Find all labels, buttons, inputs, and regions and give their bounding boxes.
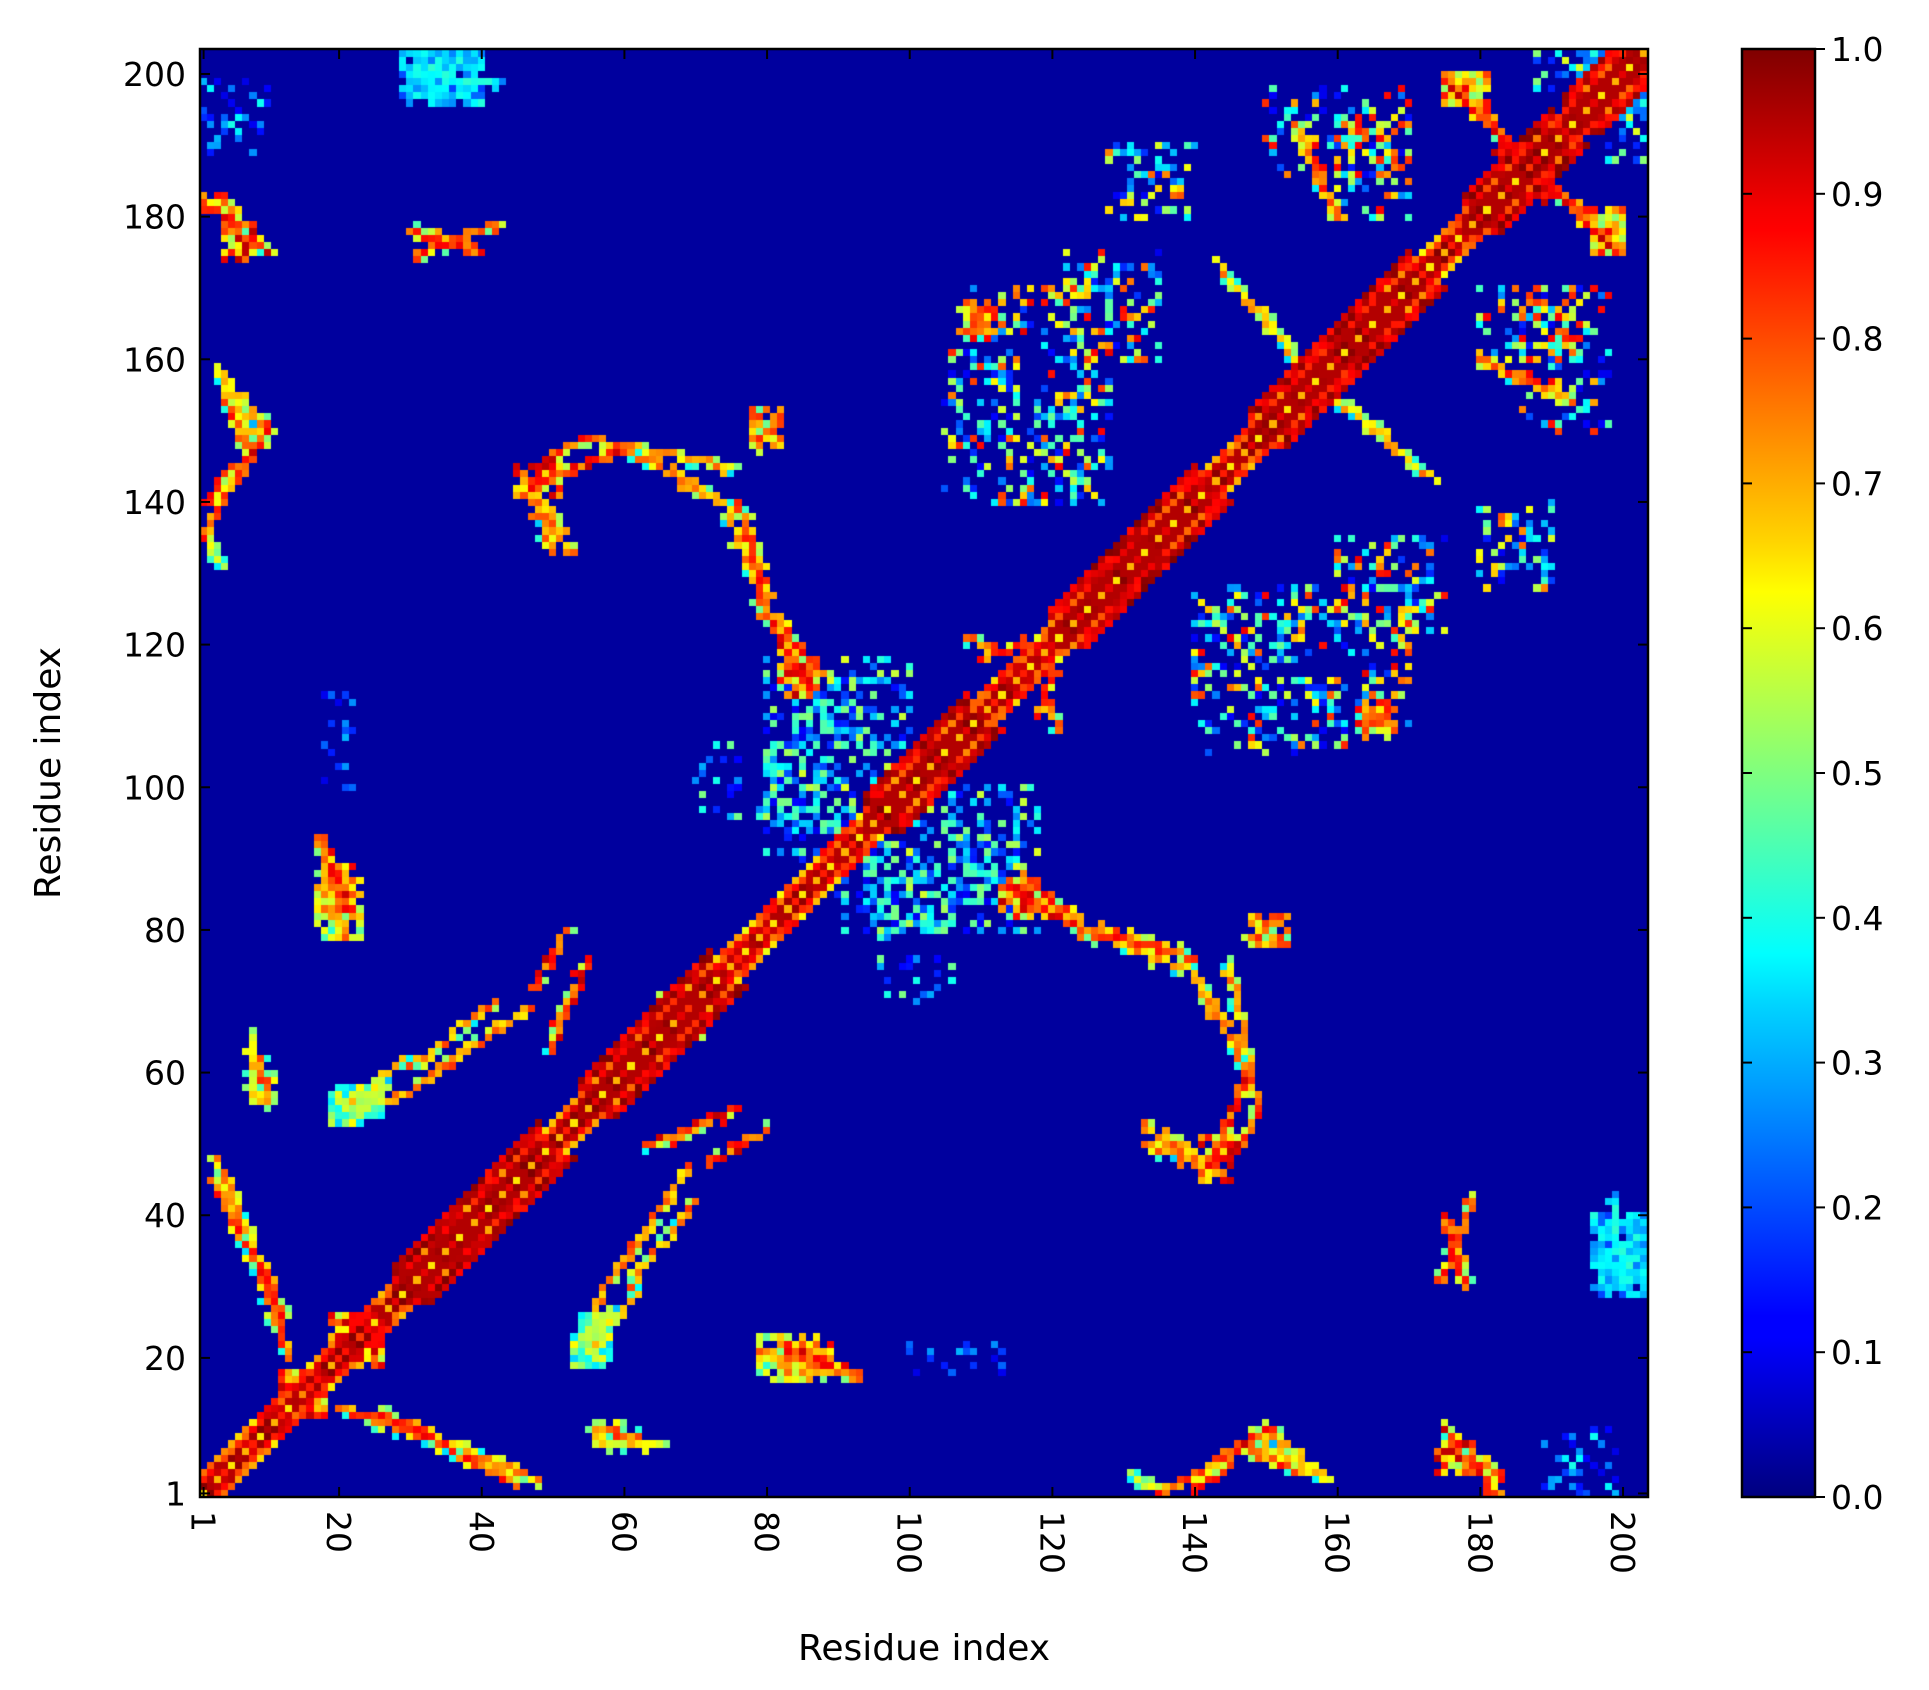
- colorbar-tick-label: 0.7: [1831, 464, 1883, 503]
- y-tick-label: 60: [144, 1054, 186, 1093]
- y-tick-label: 1: [165, 1474, 186, 1513]
- y-tick-label: 160: [123, 340, 186, 379]
- x-tick-label: 180: [1460, 1511, 1499, 1574]
- x-axis-ticks: 1 20 40 60 80 100 120 140 160 180 200: [184, 49, 1642, 1574]
- x-tick-label: 20: [319, 1511, 358, 1553]
- y-tick-label: 140: [123, 483, 186, 522]
- y-axis-label: Residue index: [28, 647, 69, 899]
- y-tick-label: 80: [144, 911, 186, 950]
- x-tick-label: 60: [604, 1511, 643, 1553]
- x-axis-label: Residue index: [798, 1628, 1050, 1669]
- colorbar-tick-label: 0.5: [1831, 754, 1883, 793]
- y-tick-label: 200: [123, 55, 186, 94]
- colorbar-gradient: [1740, 47, 1817, 1499]
- x-tick-label: 200: [1603, 1511, 1642, 1574]
- y-tick-label: 40: [144, 1196, 186, 1235]
- colorbar-tick-label: 0.4: [1831, 899, 1883, 938]
- x-tick-label: 1: [184, 1511, 223, 1532]
- heatmap-image: [200, 49, 1648, 1497]
- x-tick-label: 120: [1032, 1511, 1071, 1574]
- colorbar-tick-label: 0.3: [1831, 1044, 1883, 1083]
- x-tick-label: 140: [1175, 1511, 1214, 1574]
- heatmap-plot-area: [198, 47, 1650, 1499]
- x-tick-label: 160: [1318, 1511, 1357, 1574]
- colorbar-tick-label: 0.2: [1831, 1188, 1883, 1227]
- x-tick-label: 40: [462, 1511, 501, 1553]
- colorbar-tick-label: 0.6: [1831, 609, 1883, 648]
- colorbar-tick-label: 0.8: [1831, 320, 1883, 359]
- plot-frame: [198, 47, 1650, 1499]
- x-tick-label: 80: [747, 1511, 786, 1553]
- y-tick-label: 120: [123, 626, 186, 665]
- y-tick-label: 20: [144, 1339, 186, 1378]
- colorbar-ticks: 0.0 0.1 0.2 0.3 0.4 0.5 0.6 0.7 0.8 0.9 1.0: [1742, 30, 1883, 1517]
- colorbar-tick-label: 1.0: [1831, 30, 1883, 69]
- colorbar-tick-label: 0.1: [1831, 1333, 1883, 1372]
- colorbar-tick-label: 0.9: [1831, 175, 1883, 214]
- y-tick-label: 180: [123, 198, 186, 237]
- colorbar: 0.0 0.1 0.2 0.3 0.4 0.5 0.6 0.7 0.8 0.9 1.0: [1740, 30, 1883, 1517]
- colorbar-tick-label: 0.0: [1831, 1478, 1883, 1517]
- y-tick-label: 100: [123, 768, 186, 807]
- x-tick-label: 100: [890, 1511, 929, 1574]
